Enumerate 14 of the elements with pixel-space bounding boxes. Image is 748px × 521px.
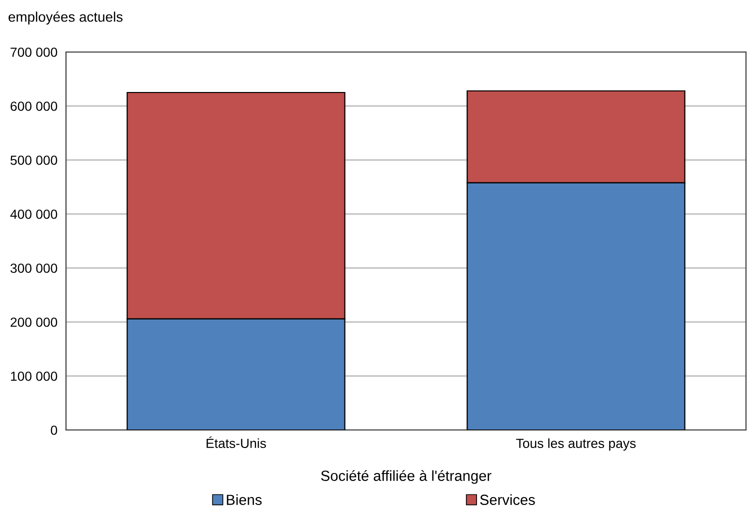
y-tick-label: 300 000	[10, 264, 58, 273]
y-tick-label: 100 000	[10, 372, 58, 381]
y-tick-label: 700 000	[10, 48, 58, 57]
y-tick-label: 400 000	[10, 210, 58, 219]
x-tick-label: États-Unis	[206, 436, 266, 448]
y-tick-label: 200 000	[10, 318, 58, 327]
x-tick-label: Tous les autres pays	[516, 438, 636, 451]
y-axis-title: employées actuels	[8, 11, 123, 25]
y-tick-label: 600 000	[10, 102, 58, 111]
legend-label: Biens	[226, 494, 262, 505]
y-tick-label: 500 000	[10, 156, 58, 165]
y-tick-label: 0	[50, 426, 58, 435]
x-axis-title: Société affiliée à l'étranger	[321, 470, 492, 484]
legend-label: Services	[480, 494, 535, 505]
